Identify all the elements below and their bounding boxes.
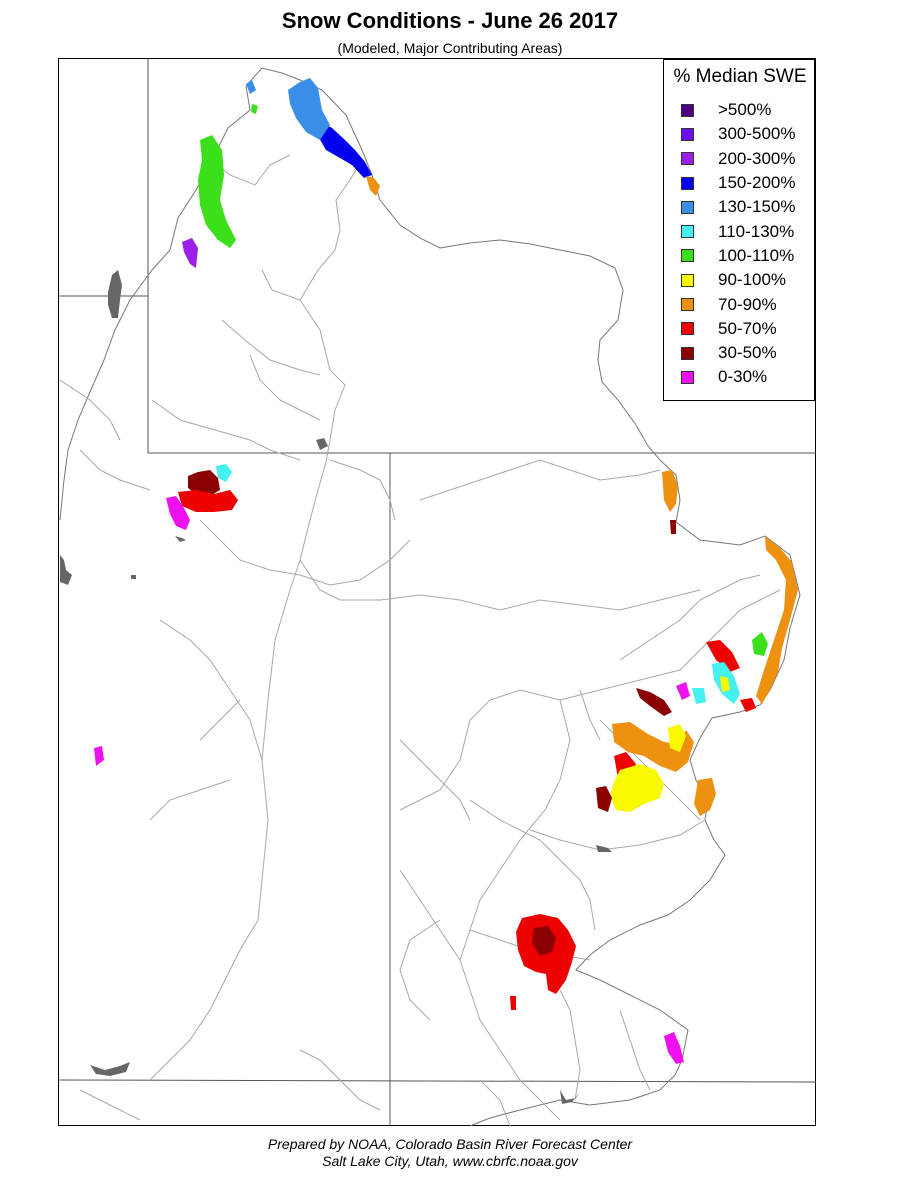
legend-label: 50-70% [718, 318, 777, 338]
swe-patch-30-50-south [532, 926, 556, 956]
swe-patch-100-110-small [251, 104, 258, 114]
swe-patch-50-70-east-b [740, 698, 756, 712]
legend-label: 30-50% [718, 343, 777, 363]
legend-label: 130-150% [718, 197, 796, 217]
legend-item: 110-130% [681, 219, 796, 243]
swe-patch-90-100-mid-a [668, 724, 686, 752]
swe-patch-70-90-east-upper [662, 470, 678, 512]
legend-swatch [681, 103, 694, 117]
legend-item: 30-50% [681, 341, 796, 365]
legend-label: 70-90% [718, 294, 777, 314]
legend-label: 110-130% [718, 221, 795, 241]
swe-patch-70-90-north [366, 176, 380, 196]
lakes [60, 270, 612, 1104]
basin-boundary-west [59, 85, 251, 521]
swe-patch-70-90-mid-b [694, 778, 716, 816]
footer-location: Salt Lake City, Utah, www.cbrfc.noaa.gov [322, 1153, 578, 1169]
swe-patch-50-70-east [706, 640, 740, 672]
legend-swatch [681, 298, 694, 312]
legend-item: 300-500% [681, 122, 796, 146]
legend-swatch [681, 127, 694, 141]
swe-patch-70-90-mid [612, 722, 694, 772]
swe-patch-30-50-central [188, 470, 220, 496]
swe-patch-90-100-mid [610, 764, 664, 812]
legend-swatch [681, 225, 694, 239]
legend-item: 200-300% [681, 147, 796, 171]
legend-swatch [681, 249, 694, 263]
legend-swatch [681, 152, 694, 166]
legend-item: 50-70% [681, 317, 796, 341]
swe-patch-90-100-east [720, 676, 730, 692]
legend-label: 0-30% [718, 367, 768, 387]
legend-label: >500% [718, 100, 772, 120]
footer-credit: Prepared by NOAA, Colorado Basin River F… [267, 1136, 633, 1152]
map-subtitle: (Modeled, Major Contributing Areas) [337, 40, 563, 56]
legend-swatch [681, 322, 694, 336]
swe-patch-0-30-west [94, 746, 104, 766]
legend-item: 130-150% [681, 195, 796, 219]
legend-items: >500% 300-500% 200-300% 150-200% 130-150% 110… [681, 98, 796, 390]
legend-label: 150-200% [718, 173, 796, 193]
map-title: Snow Conditions - June 26 2017 [281, 8, 619, 33]
legend-swatch [681, 176, 694, 190]
swe-patch-50-70-central [178, 490, 238, 512]
legend-swatch [681, 370, 694, 384]
state-boundaries [58, 58, 816, 1126]
legend: % Median SWE >500% 300-500% 200-300% 150-20… [663, 59, 815, 401]
swe-patch-150-200 [318, 120, 372, 178]
legend-item: >500% [681, 98, 796, 122]
swe-patches [94, 78, 798, 1064]
swe-patch-110-130-central [216, 464, 232, 482]
legend-item: 90-100% [681, 268, 796, 292]
legend-label: 90-100% [718, 270, 787, 290]
legend-label: 100-110% [718, 245, 795, 265]
swe-patch-30-50-east-small [670, 520, 676, 534]
legend-label: 200-300% [718, 148, 796, 168]
legend-item: 100-110% [681, 244, 796, 268]
swe-patch-0-30-east [676, 682, 690, 700]
swe-patch-30-50-east [636, 688, 672, 716]
swe-patch-130-150 [288, 78, 330, 140]
legend-item: 150-200% [681, 171, 796, 195]
legend-item: 70-90% [681, 292, 796, 316]
swe-patch-100-110-east [752, 632, 768, 656]
legend-title: % Median SWE [673, 66, 807, 87]
swe-patch-50-70-south-b [510, 996, 516, 1010]
swe-patch-0-30-central [166, 496, 190, 530]
swe-patch-70-90-east [756, 536, 798, 704]
swe-patch-110-130-east-b [692, 688, 706, 704]
legend-swatch [681, 346, 694, 360]
swe-patch-100-110-west [198, 135, 236, 248]
legend-swatch [681, 200, 694, 214]
swe-patch-200-300 [182, 238, 198, 268]
basin-boundary [245, 67, 801, 1126]
legend-label: 300-500% [718, 124, 796, 144]
legend-swatch [681, 273, 694, 287]
swe-patch-30-50-mid [596, 786, 612, 812]
swe-patch-130-150-north [246, 80, 256, 94]
legend-item: 0-30% [681, 365, 796, 389]
swe-patch-0-30-south [664, 1032, 684, 1064]
